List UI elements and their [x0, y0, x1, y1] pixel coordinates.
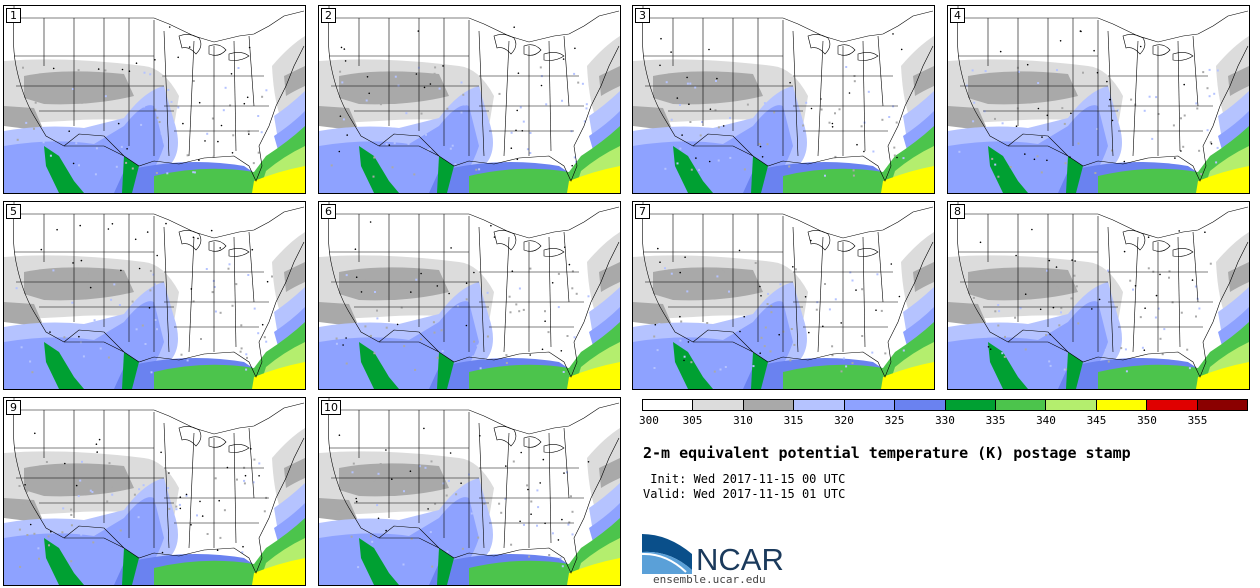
colorbar-ticks: 300 305 310 315 320 325 330 335 340 345 350 355: [639, 414, 1248, 428]
theta-e-map: [4, 398, 305, 585]
member-panel-3: 3: [632, 5, 935, 194]
colorbar-tick-label: 305: [682, 414, 703, 427]
colorbar-tick-label: 315: [783, 414, 804, 427]
plot-title: 2-m equivalent potential temperature (K)…: [643, 444, 1131, 462]
colorbar-swatch-315: [794, 400, 845, 410]
member-panel-9: 9: [3, 397, 306, 586]
colorbar-tick-label: 325: [884, 414, 905, 427]
colorbar-tick-label: 320: [834, 414, 854, 427]
colorbar-swatch-350: [1147, 400, 1198, 410]
init-time: Init: Wed 2017-11-15 00 UTC: [643, 472, 846, 486]
panel-label: 1: [6, 8, 21, 23]
colorbar-swatch-310: [743, 400, 795, 410]
member-panel-5: 5: [3, 201, 306, 390]
panel-label: 4: [950, 8, 965, 23]
member-panel-10: 10: [318, 397, 621, 586]
panel-label: 6: [321, 204, 336, 219]
theta-e-map: [4, 202, 305, 389]
theta-e-map: [633, 6, 934, 193]
theta-e-map: [633, 202, 934, 389]
colorbar-tick-label: 345: [1086, 414, 1107, 427]
member-panel-1: 1: [3, 5, 306, 194]
theta-e-map: [319, 6, 620, 193]
colorbar-tick-label: 310: [733, 414, 753, 427]
panel-label: 7: [635, 204, 650, 219]
theta-e-map: [948, 6, 1249, 193]
colorbar-tick-label: 330: [935, 414, 955, 427]
member-panel-6: 6: [318, 201, 621, 390]
colorbar-tick-label: 350: [1137, 414, 1157, 427]
ncar-logo: NCAR: [642, 534, 784, 574]
panel-label: 5: [6, 204, 21, 219]
colorbar-tick-label: 300: [639, 414, 659, 427]
colorbar-tick-label: 335: [985, 414, 1006, 427]
panel-label: 9: [6, 400, 21, 415]
colorbar-swatch-345: [1096, 400, 1148, 410]
colorbar-swatch-300: [643, 400, 694, 410]
colorbar-tick-label: 340: [1036, 414, 1056, 427]
theta-e-map: [948, 202, 1249, 389]
member-panel-4: 4: [947, 5, 1250, 194]
member-panel-8: 8: [947, 201, 1250, 390]
colorbar-swatch-305: [693, 400, 744, 410]
theta-e-map: [319, 202, 620, 389]
colorbar-swatch-325: [895, 400, 946, 410]
colorbar-swatch-330: [945, 400, 996, 410]
colorbar-swatch-355: [1197, 400, 1248, 410]
ncar-logo-text: NCAR: [696, 542, 784, 574]
panel-label: 10: [321, 400, 341, 415]
ensemble-url: ensemble.ucar.edu: [653, 573, 766, 586]
colorbar-swatch-320: [844, 400, 896, 410]
panel-label: 8: [950, 204, 965, 219]
colorbar-tick-label: 355: [1187, 414, 1208, 427]
panel-label: 2: [321, 8, 336, 23]
theta-e-map: [4, 6, 305, 193]
colorbar-swatch-335: [995, 400, 1047, 410]
colorbar: [642, 399, 1248, 411]
member-panel-7: 7: [632, 201, 935, 390]
panel-label: 3: [635, 8, 650, 23]
theta-e-map: [319, 398, 620, 585]
member-panel-2: 2: [318, 5, 621, 194]
colorbar-swatch-340: [1046, 400, 1097, 410]
valid-time: Valid: Wed 2017-11-15 01 UTC: [643, 487, 846, 501]
